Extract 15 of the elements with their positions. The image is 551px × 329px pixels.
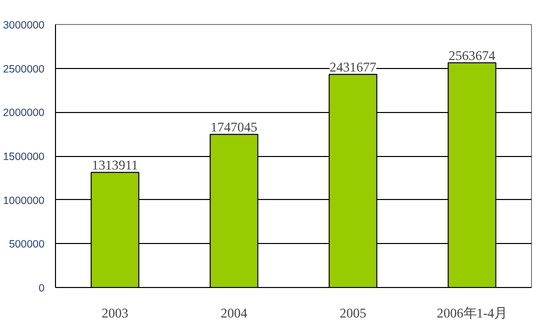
x-tick-label: 2005 <box>340 306 367 320</box>
y-tick-label: 2000000 <box>3 107 45 120</box>
x-tick-label: 2006年1-4月 <box>436 306 508 320</box>
y-tick-label: 1500000 <box>3 151 45 163</box>
data-label: 2431677 <box>330 59 377 74</box>
data-label: 2563674 <box>448 48 496 63</box>
x-tick-label: 2004 <box>220 306 248 320</box>
x-tick-label: 2003 <box>102 306 129 320</box>
y-tick-label: 0 <box>38 282 45 294</box>
y-tick-label: 1000000 <box>3 194 45 207</box>
data-label: 1747045 <box>210 119 258 134</box>
y-tick-label: 2500000 <box>3 63 45 76</box>
y-tick-label: 3000000 <box>3 20 45 32</box>
y-tick-label: 500000 <box>8 238 45 251</box>
data-label: 1313911 <box>92 157 138 172</box>
